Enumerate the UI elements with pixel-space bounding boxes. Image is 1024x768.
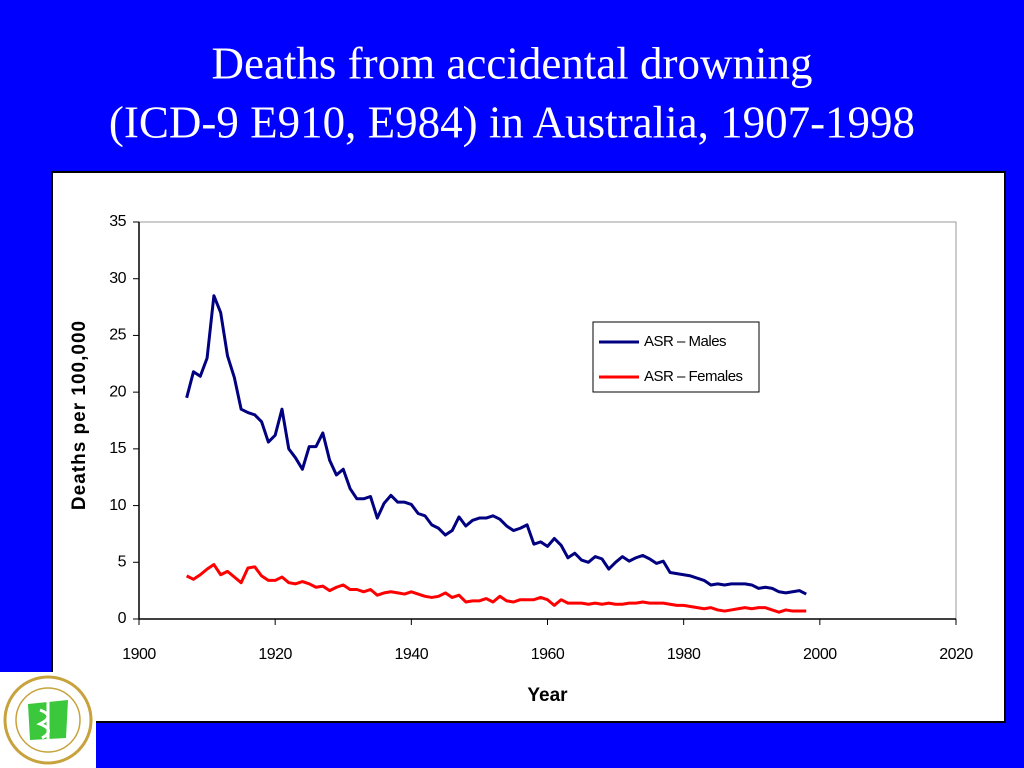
logo-inner-ring — [15, 687, 81, 753]
y-tick-label: 20 — [109, 383, 126, 400]
chart-title: Deaths from accidental drowning — [211, 38, 812, 88]
y-tick-label: 0 — [118, 610, 127, 627]
x-tick-label: 1920 — [258, 646, 292, 663]
y-tick-label: 15 — [109, 440, 126, 457]
x-tick-label: 1980 — [667, 646, 701, 663]
logo — [0, 672, 96, 768]
x-tick-label: 1960 — [531, 646, 565, 663]
legend-label: ASR – Females — [644, 368, 743, 385]
y-axis-label: Deaths per 100,000 — [69, 320, 90, 510]
x-axis-label: Year — [527, 685, 568, 706]
legend-label: ASR – Males — [644, 333, 726, 350]
chart-box — [51, 171, 1006, 723]
y-tick-label: 30 — [109, 270, 126, 287]
y-tick-label: 10 — [109, 497, 126, 514]
logo-staff — [36, 700, 50, 746]
x-tick-label: 2000 — [803, 646, 837, 663]
y-tick-label: 35 — [109, 213, 126, 230]
x-tick-label: 2020 — [939, 646, 973, 663]
data-line — [185, 294, 807, 596]
legend-box — [592, 321, 760, 393]
chart-title: (ICD-9 E910, E984) in Australia, 1907-19… — [109, 97, 915, 147]
y-tick-label: 25 — [109, 327, 126, 344]
data-line — [185, 563, 807, 614]
y-tick-label: 5 — [118, 554, 127, 571]
x-tick-label: 1900 — [122, 646, 156, 663]
x-tick-label: 1940 — [395, 646, 429, 663]
